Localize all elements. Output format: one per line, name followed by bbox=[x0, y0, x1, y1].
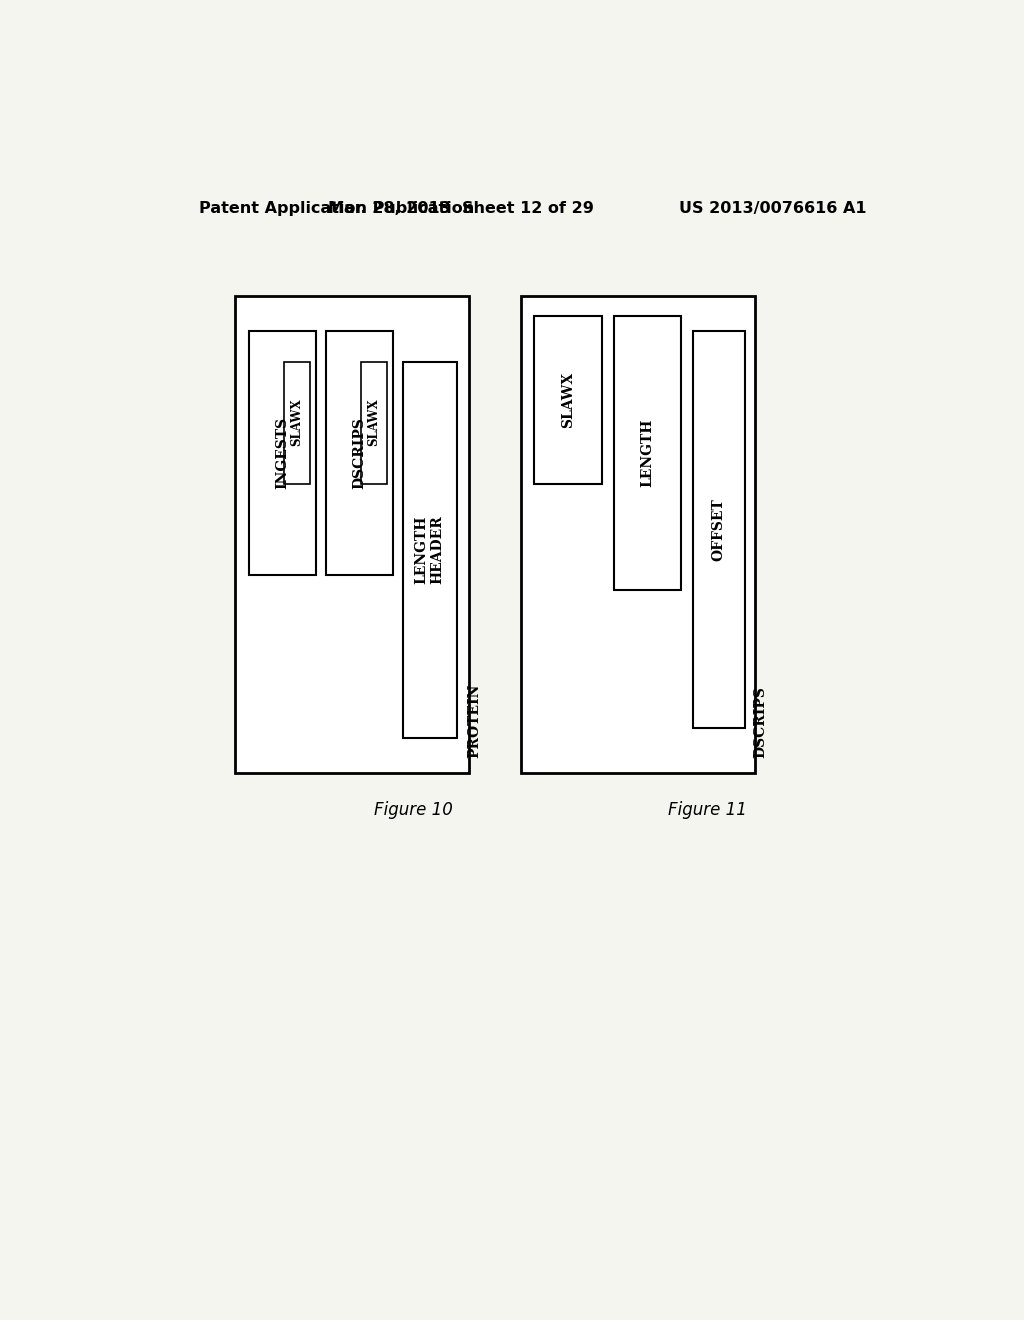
Bar bbox=[521, 296, 755, 774]
Text: LENGTH
HEADER: LENGTH HEADER bbox=[415, 515, 444, 583]
Text: SLAWX: SLAWX bbox=[561, 372, 575, 428]
Text: DSCRIPS: DSCRIPS bbox=[352, 417, 367, 490]
Bar bbox=[402, 362, 457, 738]
Bar bbox=[693, 331, 744, 727]
Bar bbox=[326, 331, 393, 576]
Bar bbox=[613, 315, 681, 590]
Bar bbox=[360, 362, 387, 483]
Text: Patent Application Publication: Patent Application Publication bbox=[200, 201, 475, 216]
Bar bbox=[236, 296, 469, 774]
Text: Mar. 28, 2013  Sheet 12 of 29: Mar. 28, 2013 Sheet 12 of 29 bbox=[329, 201, 594, 216]
Text: US 2013/0076616 A1: US 2013/0076616 A1 bbox=[679, 201, 866, 216]
Text: Figure 10: Figure 10 bbox=[374, 801, 454, 818]
Text: Figure 11: Figure 11 bbox=[668, 801, 746, 818]
Text: SLAWX: SLAWX bbox=[290, 399, 303, 446]
Bar bbox=[535, 315, 602, 483]
Text: PROTEIN: PROTEIN bbox=[468, 684, 481, 758]
Text: DSCRIPS: DSCRIPS bbox=[754, 686, 767, 758]
Text: INGESTS: INGESTS bbox=[275, 417, 290, 490]
Text: SLAWX: SLAWX bbox=[368, 399, 380, 446]
Bar bbox=[249, 331, 316, 576]
Text: LENGTH: LENGTH bbox=[640, 418, 654, 487]
Text: OFFSET: OFFSET bbox=[712, 498, 726, 561]
Bar bbox=[284, 362, 309, 483]
